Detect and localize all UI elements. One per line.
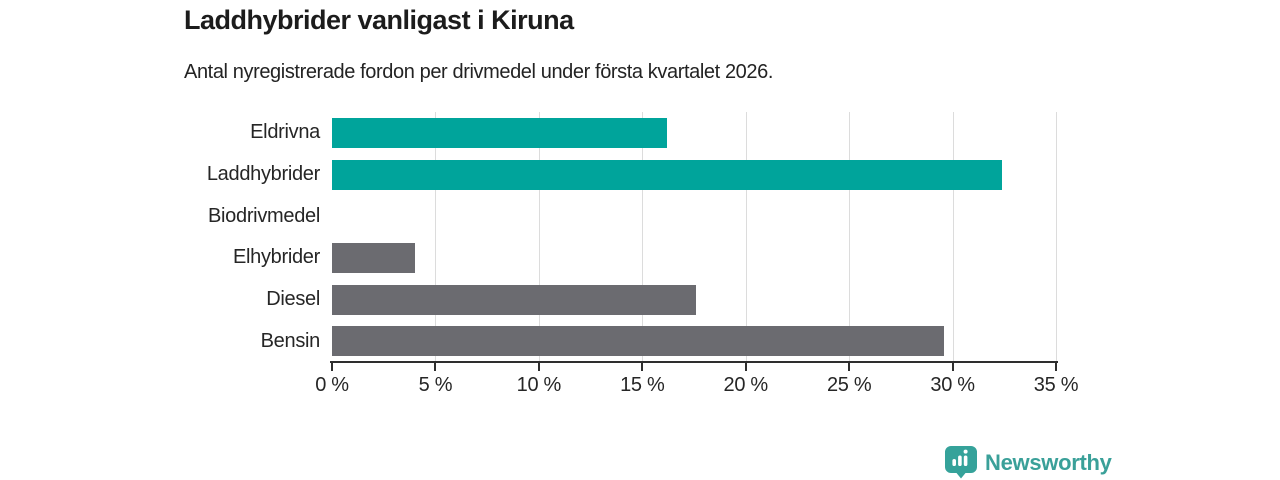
x-axis-tick-label: 0 % xyxy=(315,374,349,396)
gridline-15 xyxy=(642,112,644,362)
bar-elhybrider xyxy=(332,242,415,273)
category-label-elhybrider: Elhybrider xyxy=(232,246,320,269)
bar-row xyxy=(332,320,1056,362)
chart-subtitle: Antal nyregistrerade fordon per drivmede… xyxy=(184,61,774,83)
category-label-biodrivmedel: Biodrivmedel xyxy=(207,204,320,227)
x-axis-tick xyxy=(848,363,851,371)
category-label-eldrivna: Eldrivna xyxy=(250,121,320,144)
newsworthy-logo-icon xyxy=(945,446,977,479)
category-label-diesel: Diesel xyxy=(266,288,320,311)
category-label-laddhybrider: Laddhybrider xyxy=(206,163,320,185)
gridline-25 xyxy=(849,112,851,362)
x-axis-tick xyxy=(537,363,540,371)
newsworthy-logo-text: Newsworthy xyxy=(985,449,1112,475)
bar-eldrivna xyxy=(332,117,668,148)
x-axis-tick-label: 25 % xyxy=(826,374,872,396)
x-axis-tick xyxy=(434,363,437,371)
bar-row xyxy=(332,195,1056,237)
x-axis-tick-label: 15 % xyxy=(620,374,665,396)
x-axis-tick-label: 35 % xyxy=(1033,374,1079,396)
plot-area xyxy=(332,112,1057,362)
x-axis-tick xyxy=(331,363,333,371)
x-axis-tick-label: 10 % xyxy=(516,374,562,396)
bar-row xyxy=(332,112,1056,154)
bar-row xyxy=(332,279,1056,321)
x-axis-tick xyxy=(951,363,954,371)
x-axis-tick-label: 30 % xyxy=(930,374,975,396)
x-axis-tick xyxy=(744,363,747,371)
bar-diesel xyxy=(332,284,697,315)
x-axis: 0 % 5 % 10 % 15 % 20 % 25 % 30 % 35 % xyxy=(315,363,1078,408)
gridline-5 xyxy=(435,112,437,362)
gridline-35 xyxy=(1056,112,1057,362)
x-axis-tick xyxy=(1055,363,1057,371)
category-labels: Eldrivna Laddhybrider Biodrivmedel Elhybrid… xyxy=(160,112,320,362)
x-axis-line xyxy=(330,361,1058,363)
bar-row xyxy=(332,237,1056,279)
chart-title: Laddhybrider vanligast i Kiruna xyxy=(184,5,574,35)
bar-rows xyxy=(332,112,1056,362)
x-axis-tick-label: 20 % xyxy=(723,374,769,396)
bar-row xyxy=(332,154,1056,196)
gridline-10 xyxy=(538,112,540,362)
x-axis-tick xyxy=(641,363,644,371)
bar-bensin xyxy=(332,326,945,357)
category-label-bensin: Bensin xyxy=(260,329,321,352)
gridline-30 xyxy=(952,112,954,362)
gridline-20 xyxy=(745,112,747,362)
newsworthy-logo: Newsworthy xyxy=(945,446,1112,479)
bar-laddhybrider xyxy=(332,159,1003,190)
x-axis-tick-label: 5 % xyxy=(418,374,453,396)
